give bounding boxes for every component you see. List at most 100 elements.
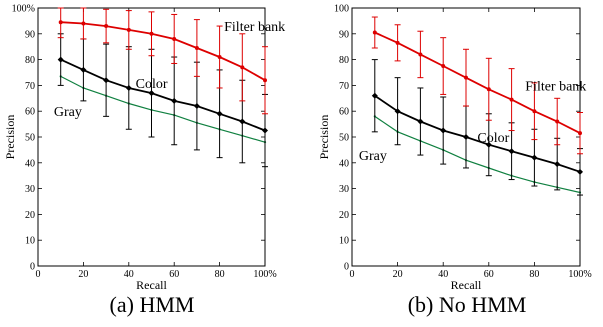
data-point <box>148 90 155 97</box>
y-axis-label: Precision <box>317 115 331 160</box>
y-tick-label: 0 <box>30 262 35 273</box>
data-point <box>486 87 491 92</box>
data-point <box>440 127 447 134</box>
chart-caption: (b) No HMM <box>408 292 527 317</box>
x-tick-label: 0 <box>350 269 355 280</box>
data-point <box>578 131 582 136</box>
series-gray <box>373 115 582 194</box>
series-label: Filter bank <box>525 79 586 94</box>
data-point <box>554 161 561 168</box>
data-point <box>104 24 109 29</box>
series-line <box>374 115 581 194</box>
y-tick-label: 30 <box>25 184 35 195</box>
y-tick-label: 30 <box>339 184 349 195</box>
x-tick-label: 100% <box>568 269 591 280</box>
series-layer <box>57 7 268 168</box>
x-tick-label: 60 <box>484 269 494 280</box>
y-tick-label: 60 <box>25 107 35 118</box>
data-point <box>263 78 267 83</box>
series-line <box>60 58 266 132</box>
y-tick-label: 0 <box>344 262 349 273</box>
data-point <box>239 118 246 125</box>
data-point <box>193 103 200 110</box>
y-tick-label: 40 <box>25 158 35 169</box>
data-point <box>217 55 222 60</box>
data-point <box>508 148 515 155</box>
data-point <box>394 108 401 115</box>
x-tick-label: 40 <box>124 269 134 280</box>
series-layer <box>371 16 583 196</box>
series-line <box>374 31 581 134</box>
x-tick-label: 20 <box>393 269 403 280</box>
y-tick-label: 50 <box>25 133 35 144</box>
data-point <box>81 21 86 26</box>
y-tick-label: 100% <box>12 4 35 15</box>
chart-no-hmm: 0 10 20 30 40 50 60 70 80 90 100 0 20 40 60 80 100% Gray… <box>317 4 592 318</box>
data-point <box>372 30 377 35</box>
data-point <box>216 110 223 117</box>
data-point <box>485 141 492 148</box>
data-point <box>126 27 131 32</box>
data-point <box>464 75 468 80</box>
series-label: Gray <box>359 149 387 164</box>
y-tick-label: 40 <box>339 158 349 169</box>
series-color <box>57 33 268 168</box>
data-point <box>532 109 537 114</box>
data-point <box>171 97 178 104</box>
data-point <box>262 127 268 134</box>
series-label: Color <box>477 131 509 146</box>
x-tick-label: 80 <box>215 269 225 280</box>
plot-area-no-hmm: 0 10 20 30 40 50 60 70 80 90 100 0 20 40 60 80 100% Gray… <box>334 4 592 281</box>
series-line <box>60 75 266 143</box>
y-tick-label: 100 <box>334 4 349 15</box>
y-tick-label: 90 <box>339 29 349 40</box>
data-point <box>531 154 538 161</box>
series-labels: Gray Color Filter bank <box>359 79 586 164</box>
x-tick-label: 100% <box>253 269 276 280</box>
data-point <box>395 40 400 45</box>
chart-hmm: 0 10 20 30 40 50 60 70 80 90 100% 0 20 40 60 80 100% Gra… <box>3 4 285 318</box>
data-point <box>172 36 177 41</box>
chart-caption: (a) HMM <box>110 292 195 317</box>
y-tick-label: 20 <box>25 210 35 221</box>
series-label: Color <box>136 77 168 92</box>
y-axis-label: Precision <box>3 115 17 160</box>
series-line <box>374 94 581 173</box>
series-label: Gray <box>54 105 82 120</box>
x-axis-label: Recall <box>451 278 482 292</box>
data-point <box>371 92 378 99</box>
series-color <box>371 59 583 196</box>
y-tick-label: 50 <box>339 133 349 144</box>
x-tick-label: 20 <box>78 269 88 280</box>
x-tick-label: 0 <box>36 269 41 280</box>
data-point <box>418 52 423 57</box>
y-tick-label: 70 <box>25 81 35 92</box>
data-point <box>577 168 583 175</box>
data-point <box>125 84 132 91</box>
y-tick-label: 20 <box>339 210 349 221</box>
data-point <box>149 31 154 36</box>
data-point <box>240 65 245 70</box>
axis-ticks: 0 10 20 30 40 50 60 70 80 90 100 0 20 40 60 80 100% <box>334 4 592 281</box>
y-tick-label: 70 <box>339 81 349 92</box>
x-tick-label: 60 <box>169 269 179 280</box>
data-point <box>509 97 514 102</box>
data-point <box>80 66 87 73</box>
y-tick-label: 90 <box>25 29 35 40</box>
data-point <box>463 134 469 140</box>
series-line <box>60 21 266 81</box>
data-point <box>441 64 446 69</box>
series-label: Filter bank <box>224 20 285 35</box>
plot-area-hmm: 0 10 20 30 40 50 60 70 80 90 100% 0 20 40 60 80 100% Gra… <box>12 4 286 281</box>
y-tick-label: 10 <box>339 236 349 247</box>
axis-ticks: 0 10 20 30 40 50 60 70 80 90 100% 0 20 40 60 80 100% <box>12 4 277 281</box>
y-tick-label: 10 <box>25 236 35 247</box>
x-axis-label: Recall <box>136 278 167 292</box>
series-filter-bank <box>371 16 583 155</box>
data-point <box>57 56 64 63</box>
y-tick-label: 60 <box>339 107 349 118</box>
series-filter-bank <box>57 7 268 115</box>
series-labels: Gray Color Filter bank <box>54 20 285 120</box>
y-tick-label: 80 <box>25 55 35 66</box>
x-tick-label: 40 <box>438 269 448 280</box>
